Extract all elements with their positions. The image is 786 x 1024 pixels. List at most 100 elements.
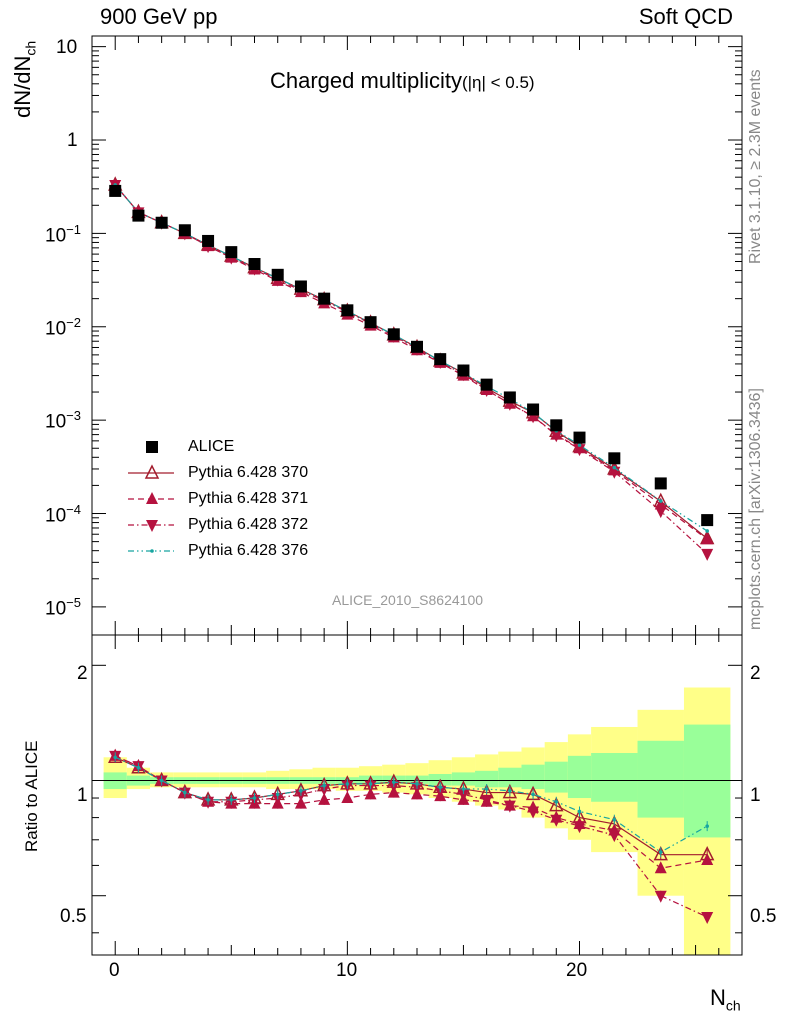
data-point (654, 477, 667, 490)
ratio-data-point (508, 788, 512, 793)
ratio-y-axis-label: Ratio to ALICE (22, 740, 41, 852)
ratio-data-point (299, 788, 303, 793)
ratio-data-point (484, 787, 489, 791)
data-point (550, 419, 563, 432)
y-tick-label-1e-4: 10−4 (45, 502, 81, 527)
legend-marker (150, 549, 154, 553)
legend-marker (144, 464, 160, 479)
ratio-data-point (183, 790, 187, 795)
y-tick-label-10: 10 (56, 37, 78, 58)
ratio-data-point (364, 787, 377, 800)
ratio-y-tick-1-right: 1 (750, 785, 761, 806)
ratio-data-point (503, 800, 516, 813)
data-point (658, 499, 663, 503)
ratio-plot-series (108, 748, 715, 924)
data-point (701, 532, 714, 545)
data-point (434, 353, 447, 366)
x-axis-label: Nch (710, 985, 741, 1013)
header-right: Soft QCD (638, 4, 733, 29)
ratio-data-point (573, 821, 586, 834)
main-plot-series (108, 176, 715, 561)
stat-uncertainty-band (475, 770, 499, 788)
data-point (701, 514, 714, 527)
ratio-data-point (554, 799, 559, 804)
ratio-data-point (705, 824, 709, 828)
ratio-data-point (415, 782, 419, 786)
legend-marker (146, 441, 158, 453)
ratio-data-point (159, 778, 164, 783)
ratio-data-point (502, 783, 518, 799)
ratio-data-point (612, 817, 617, 822)
ratio-data-point (531, 792, 535, 797)
ratio-data-point (113, 755, 118, 760)
chart-title-suffix: (|η| < 0.5) (461, 73, 535, 92)
ratio-data-point (457, 789, 470, 802)
mcplots-label: mcplots.cern.ch [arXiv:1306.3436] (747, 388, 764, 630)
data-point (225, 246, 238, 259)
ratio-data-point (701, 911, 714, 924)
ratio-data-point (608, 830, 621, 843)
data-point (608, 452, 621, 465)
data-point (701, 548, 714, 561)
stat-uncertainty-band (544, 761, 568, 793)
data-point (503, 391, 516, 404)
chart-title: Charged multiplicity(|η| < 0.5) (270, 68, 535, 94)
ratio-y-tick-1: 1 (77, 785, 88, 806)
ratio-data-point (480, 794, 493, 807)
legend (128, 441, 174, 553)
data-point (294, 280, 307, 293)
data-point (457, 364, 470, 377)
ratio-data-point (318, 792, 331, 805)
stat-uncertainty-band (521, 764, 545, 790)
legend-label-alice: ALICE (188, 438, 235, 455)
data-point (411, 340, 423, 353)
data-point (248, 258, 261, 271)
legend-label-376: Pythia 6.428 376 (188, 542, 309, 559)
legend-label-372: Pythia 6.428 372 (188, 516, 309, 533)
rivet-label: Rivet 3.1.10, ≥ 2.3M events (747, 69, 764, 264)
data-point (202, 234, 215, 247)
ratio-data-point (345, 782, 350, 786)
ratio-data-point (136, 765, 141, 770)
data-point (155, 216, 168, 229)
ratio-data-point (341, 791, 354, 804)
ratio-data-point (438, 785, 443, 790)
ratio-data-point (527, 806, 540, 819)
ratio-plot-frame (91, 634, 743, 956)
ratio-data-point (461, 787, 466, 791)
data-point (341, 304, 354, 317)
data-point (573, 431, 586, 444)
data-point (318, 292, 331, 305)
stat-uncertainty-band (567, 755, 592, 799)
stat-uncertainty-band (591, 753, 638, 802)
header-left: 900 GeV pp (100, 4, 218, 29)
legend-marker (146, 492, 158, 504)
data-point (109, 184, 122, 197)
data-point (132, 209, 145, 222)
y-tick-label-1e-3: 10−3 (45, 408, 81, 433)
stat-uncertainty-band (683, 724, 731, 838)
stat-uncertainty-band (637, 740, 684, 818)
legend-label-370: Pythia 6.428 370 (188, 464, 309, 481)
data-point (387, 328, 400, 341)
uncertainty-bands (103, 687, 731, 955)
legend-label-371: Pythia 6.428 371 (188, 490, 309, 507)
ratio-y-tick-05-right: 0.5 (750, 906, 777, 927)
analysis-label: ALICE_2010_S8624100 (332, 592, 484, 608)
data-point (705, 529, 709, 533)
ratio-y-tick-2-right: 2 (750, 663, 761, 684)
y-axis-label: dN/dNch (10, 41, 38, 118)
ratio-y-tick-05: 0.5 (60, 906, 87, 927)
y-tick-label-1: 1 (67, 130, 78, 151)
stat-uncertainty-band (451, 772, 476, 786)
ratio-data-point (252, 796, 257, 800)
ratio-data-point (577, 809, 582, 814)
data-point (550, 430, 563, 443)
ratio-data-point (654, 890, 667, 903)
ratio-data-point (549, 796, 564, 812)
x-tick-20: 20 (566, 960, 588, 981)
ratio-data-point (391, 780, 396, 784)
y-axis-label-sub: ch (22, 40, 39, 56)
data-point (612, 465, 617, 470)
